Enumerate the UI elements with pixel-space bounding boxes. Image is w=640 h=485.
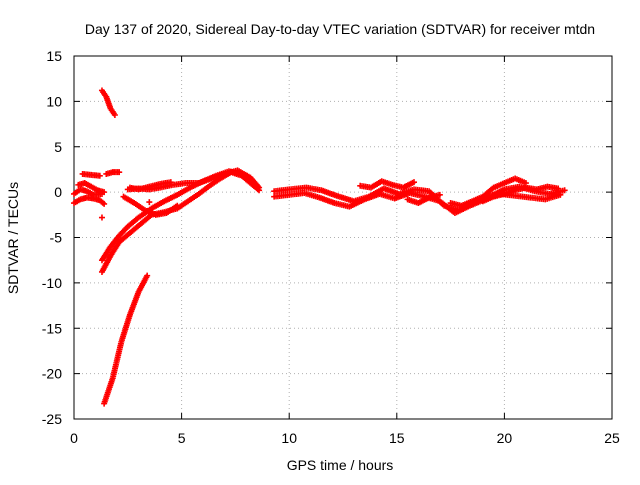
y-tick-label: 0 <box>54 184 62 200</box>
data-point <box>174 202 181 209</box>
x-tick-label: 20 <box>497 430 513 446</box>
data-point <box>98 214 105 221</box>
data-point <box>144 272 151 279</box>
y-tick-label: 15 <box>46 48 62 64</box>
data-point <box>256 184 263 191</box>
data-point <box>557 191 564 198</box>
data-point <box>101 200 108 207</box>
data-point <box>111 111 118 118</box>
data-points <box>71 87 568 407</box>
tick-labels: 0 5 10 15 20 25 15 10 5 0 -5 -10 -15 -20 -25 <box>42 48 620 446</box>
y-tick-label: -5 <box>50 230 63 246</box>
data-point <box>411 179 418 186</box>
data-point <box>167 179 174 186</box>
x-axis-label: GPS time / hours <box>287 457 394 473</box>
y-tick-label: -20 <box>42 366 62 382</box>
data-point <box>116 169 123 176</box>
gridlines <box>74 56 612 419</box>
x-tick-label: 10 <box>281 430 297 446</box>
chart-title: Day 137 of 2020, Sidereal Day-to-day VTE… <box>85 21 595 37</box>
y-tick-label: -10 <box>42 275 62 291</box>
y-axis-label: SDTVAR / TECUs <box>5 182 21 294</box>
y-tick-label: -25 <box>42 411 62 427</box>
data-point <box>555 185 562 192</box>
data-point <box>561 187 568 194</box>
x-tick-label: 0 <box>70 430 78 446</box>
data-point <box>436 191 443 198</box>
y-tick-label: 5 <box>54 139 62 155</box>
data-point <box>98 190 105 197</box>
data-point <box>146 199 153 206</box>
data-point <box>96 172 103 179</box>
x-tick-label: 25 <box>604 430 620 446</box>
x-tick-label: 5 <box>178 430 186 446</box>
y-tick-label: 10 <box>46 93 62 109</box>
axis-ticks <box>73 55 613 420</box>
x-tick-label: 15 <box>389 430 405 446</box>
y-tick-label: -15 <box>42 320 62 336</box>
